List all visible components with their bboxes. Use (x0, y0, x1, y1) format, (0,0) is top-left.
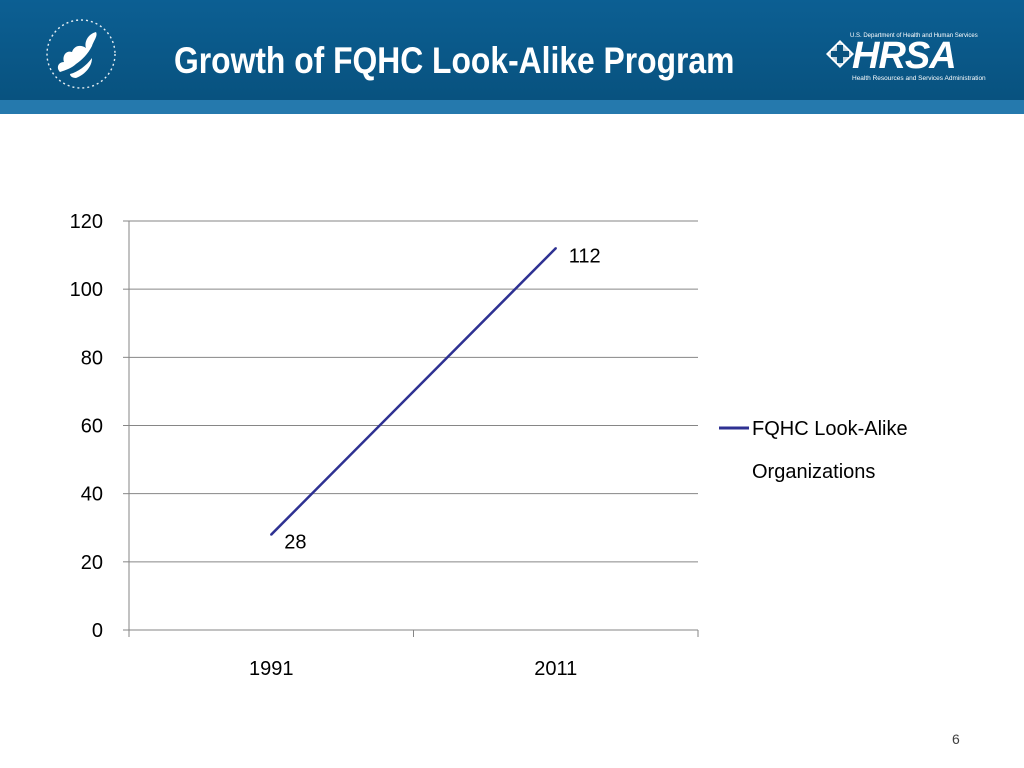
hrsa-diamond-icon (826, 40, 854, 68)
hhs-eagle-icon (46, 19, 116, 89)
x-tick-label: 2011 (534, 658, 577, 680)
hrsa-department-text: U.S. Department of Health and Human Serv… (850, 33, 978, 39)
y-tick-label: 20 (81, 552, 103, 574)
y-tick-label: 0 (92, 620, 103, 642)
page-title: Growth of FQHC Look-Alike Program (174, 40, 735, 81)
y-tick-label: 120 (70, 211, 103, 233)
hrsa-subtitle-text: Health Resources and Services Administra… (852, 75, 986, 82)
x-tick-label: 1991 (249, 658, 294, 680)
data-point (554, 247, 557, 250)
page-number: 6 (952, 731, 960, 747)
hrsa-logo: U.S. Department of Health and Human Serv… (826, 30, 986, 88)
slide-header: Growth of FQHC Look-Alike Program U.S. D… (0, 0, 1024, 114)
y-tick-label: 60 (81, 416, 103, 438)
legend-label-line1: FQHC Look-Alike (752, 418, 908, 440)
y-tick-label: 40 (81, 484, 103, 506)
data-point (270, 533, 273, 536)
y-tick-label: 80 (81, 347, 103, 369)
data-label: 112 (569, 245, 601, 267)
legend-label-line2: Organizations (752, 461, 875, 483)
hrsa-wordmark: HRSA (852, 35, 957, 77)
series-line (270, 247, 557, 536)
y-tick-label: 100 (70, 279, 103, 301)
data-label: 28 (284, 532, 306, 554)
